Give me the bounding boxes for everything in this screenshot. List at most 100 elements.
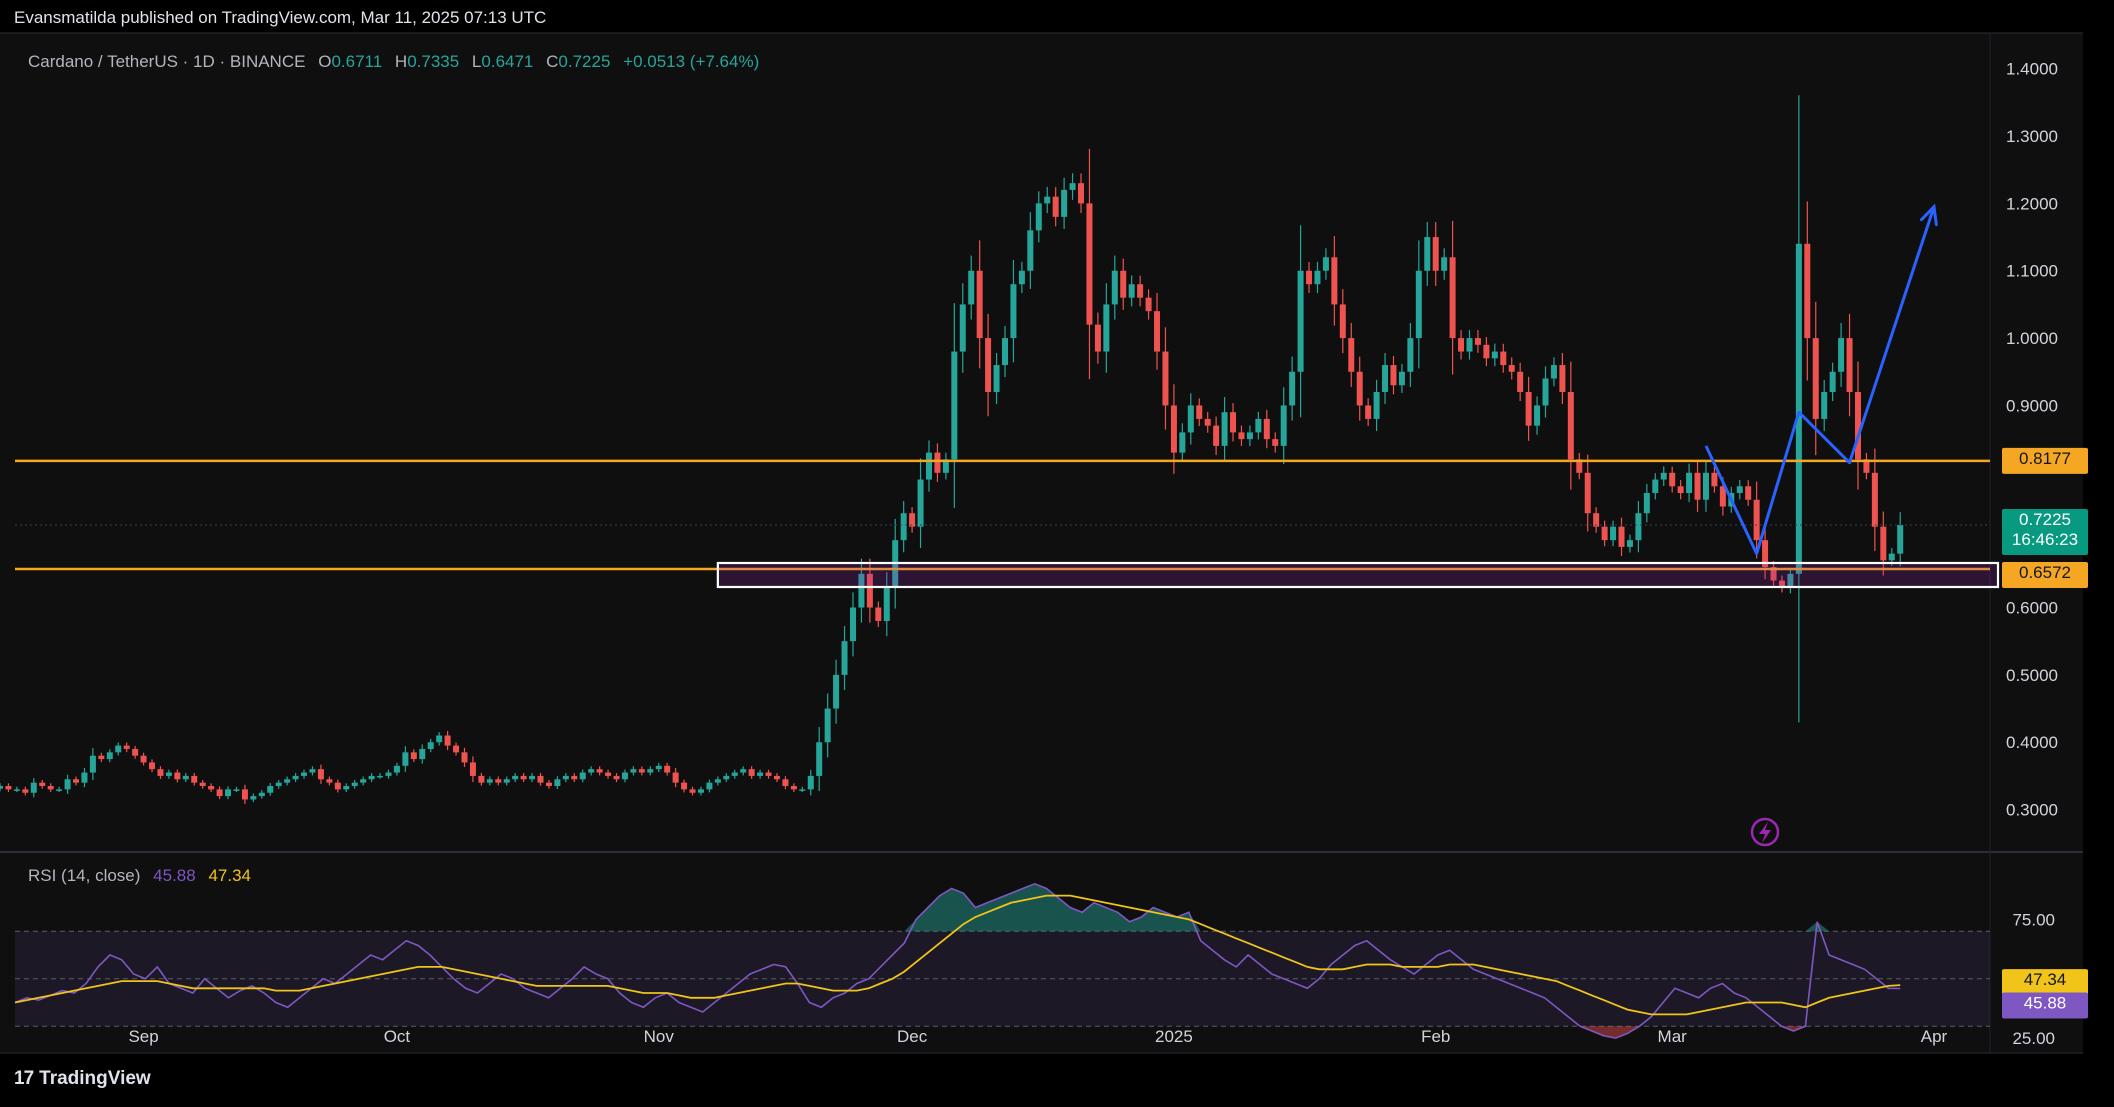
symbol-name[interactable]: Cardano / TetherUS · 1D · BINANCE [28, 52, 306, 71]
price-tick-label: 1.3000 [2006, 127, 2058, 146]
candle [681, 779, 688, 793]
time-axis[interactable]: Sep Oct Nov Dec 2025 Feb Mar Apr [128, 1027, 1947, 1046]
candle-body [1491, 351, 1498, 359]
candle-body [647, 769, 654, 773]
candle-body [875, 607, 882, 621]
resistance-tag-bg [2002, 447, 2088, 474]
candle-body [0, 786, 3, 789]
lightning-icon[interactable] [1750, 817, 1780, 847]
symbol-legend[interactable]: Cardano / TetherUS · 1D · BINANCE O0.671… [28, 52, 759, 72]
candle-body [1829, 371, 1836, 392]
candle-body [824, 708, 831, 743]
candle-body [512, 775, 519, 780]
candle [1002, 325, 1008, 378]
candle [1187, 393, 1194, 445]
candle-body [1356, 371, 1363, 406]
rsi-tag-text: 45.88 [2024, 994, 2067, 1013]
candles [0, 95, 1904, 805]
candle-body [537, 775, 544, 783]
candle [655, 762, 662, 773]
candle [1415, 240, 1422, 369]
candle-body [773, 775, 780, 780]
candle-body [241, 789, 248, 800]
candle [410, 749, 417, 763]
candle [1576, 452, 1583, 480]
candle-body [1390, 365, 1397, 386]
candle [1179, 423, 1186, 462]
candle [976, 240, 983, 369]
candle [275, 779, 282, 789]
candle [1643, 483, 1650, 523]
candle [5, 783, 12, 793]
candle-body [782, 779, 789, 787]
time-tick-label: Dec [897, 1027, 928, 1046]
candle [1078, 173, 1085, 214]
candle [1246, 425, 1253, 447]
candle-body [1897, 525, 1904, 554]
rsi-tick-label: 75.00 [2012, 910, 2055, 929]
candle [1010, 259, 1017, 363]
candle [875, 601, 882, 628]
candle-body [1382, 365, 1389, 392]
candle [1280, 387, 1287, 465]
candle-body [596, 769, 603, 773]
candle-body [1601, 526, 1608, 541]
candle-body [5, 786, 12, 790]
candle-body [1863, 459, 1870, 473]
candle [1272, 432, 1279, 453]
candle-body [638, 769, 645, 773]
candle [1660, 466, 1667, 487]
candle [1559, 352, 1566, 405]
candle-body [1018, 270, 1025, 285]
candle-body [1432, 237, 1439, 271]
candle [1306, 262, 1313, 293]
tradingview-brand[interactable]: 17 TradingView [14, 1068, 151, 1090]
candle [1534, 396, 1541, 435]
candle [1094, 312, 1101, 364]
candle-body [1314, 270, 1321, 285]
candle-body [317, 769, 324, 780]
candle-body [56, 789, 63, 791]
candle-body [1373, 391, 1380, 419]
candle [773, 773, 780, 783]
candle-body [1204, 418, 1211, 426]
candle [267, 782, 274, 796]
candle-body [1297, 270, 1304, 372]
candle [765, 769, 772, 779]
rsi-legend[interactable]: RSI (14, close) 45.88 47.34 [28, 866, 251, 886]
candle [503, 776, 510, 786]
price-tick-label: 0.3000 [2006, 801, 2058, 820]
candle [1804, 201, 1811, 381]
candle-body [495, 779, 502, 783]
price-axis[interactable]: 1.4000 1.3000 1.2000 1.1000 1.0000 0.9000 0.60… [2006, 60, 2058, 820]
candle [1525, 376, 1532, 441]
candle-body [115, 745, 122, 753]
candle-body [47, 786, 54, 790]
candle-body [1745, 486, 1752, 500]
rsi-label[interactable]: RSI (14, close) [28, 866, 141, 885]
candle [1795, 95, 1802, 723]
candle-body [1458, 338, 1465, 352]
projection-line [1704, 206, 1936, 556]
candle-body [613, 775, 620, 780]
candle [1694, 460, 1701, 512]
candle-body [858, 573, 865, 608]
candle-body [478, 775, 485, 783]
candle [512, 773, 519, 783]
candle-body [985, 338, 992, 392]
candle-body [579, 772, 586, 780]
candle-body [554, 779, 561, 787]
candle-body [672, 772, 679, 783]
candle-body [402, 752, 409, 766]
levels[interactable] [15, 459, 2000, 589]
candle-body [1027, 230, 1034, 271]
candle [621, 769, 628, 783]
candle [73, 776, 80, 786]
candle-body [1238, 432, 1245, 440]
candle [1027, 212, 1034, 289]
candle [140, 752, 147, 766]
candle [301, 769, 308, 779]
projection-path[interactable] [1704, 203, 1938, 556]
